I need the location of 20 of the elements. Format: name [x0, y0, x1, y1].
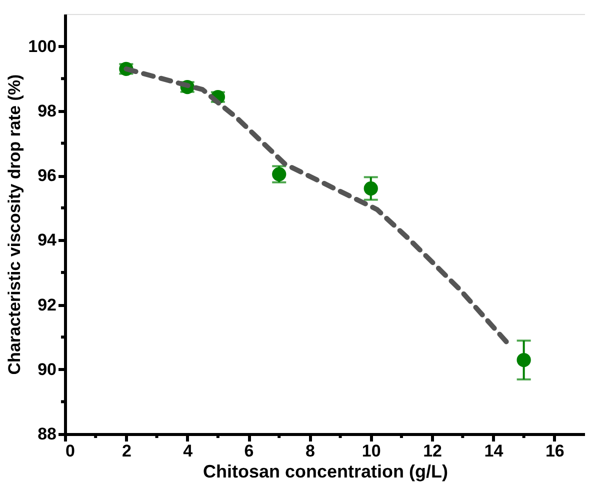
x-tick-label: 10 [362, 442, 381, 460]
y-tick-label: 88 [38, 424, 56, 444]
y-tick-label: 94 [38, 230, 58, 250]
point [364, 181, 378, 196]
x-tick-label: 16 [545, 442, 564, 460]
x-axis-title: Chitosan concentration (g/L) [203, 462, 448, 482]
y-axis-title: Characteristic viscosity drop rate (%) [5, 74, 24, 375]
x-tick-label: 0 [66, 442, 75, 460]
x-tick-label: 4 [183, 442, 194, 460]
x-tick-label: 8 [305, 442, 315, 460]
y-tick-label: 98 [38, 101, 56, 120]
y-tick-label: 96 [38, 166, 56, 186]
y-tick-label: 90 [38, 360, 56, 379]
y-tick-label: 100 [28, 36, 56, 56]
x-tick-label: 6 [244, 442, 254, 460]
x-tick-label: 12 [423, 442, 442, 460]
x-tick-label: 14 [484, 442, 504, 460]
x-tick-label: 2 [122, 442, 132, 460]
point [516, 352, 531, 368]
y-tick-label: 92 [38, 295, 56, 314]
